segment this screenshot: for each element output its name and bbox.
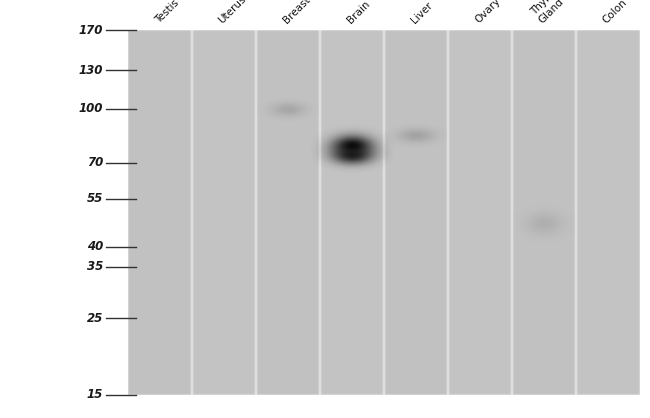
Text: Thyroid
Gland: Thyroid Gland [528,0,571,25]
Text: Breast: Breast [281,0,312,25]
Text: Uterus: Uterus [217,0,248,25]
Text: Brain: Brain [345,0,371,25]
Text: 55: 55 [86,193,103,206]
Text: 170: 170 [79,23,103,36]
Text: Ovary: Ovary [473,0,502,25]
Text: 100: 100 [79,102,103,115]
Text: 25: 25 [86,311,103,324]
Text: Colon: Colon [601,0,629,25]
Text: 15: 15 [86,388,103,402]
Text: 130: 130 [79,64,103,76]
Text: 35: 35 [86,260,103,273]
Text: Testis: Testis [153,0,181,25]
Text: 70: 70 [86,156,103,170]
Text: 40: 40 [86,240,103,253]
Text: Liver: Liver [409,0,434,25]
